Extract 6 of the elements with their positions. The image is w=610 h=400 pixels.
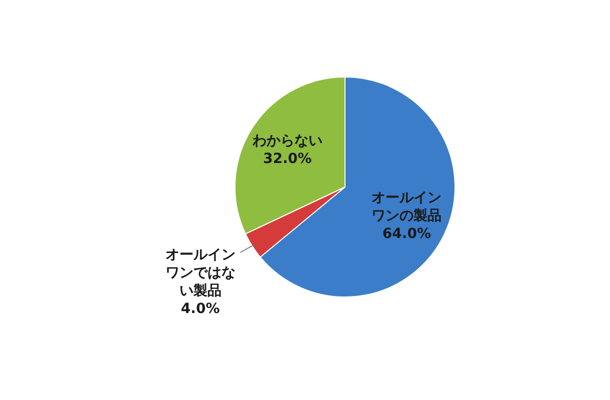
data-label: 64.0% [381,225,432,244]
data-label: 32.0% [262,150,313,168]
slice-label: オールインワンではない製品 [164,246,236,300]
data-label: 4.0% [180,300,221,318]
slice-label: オールインワンの製品 [370,189,443,226]
slice-label: わからない [251,132,324,150]
